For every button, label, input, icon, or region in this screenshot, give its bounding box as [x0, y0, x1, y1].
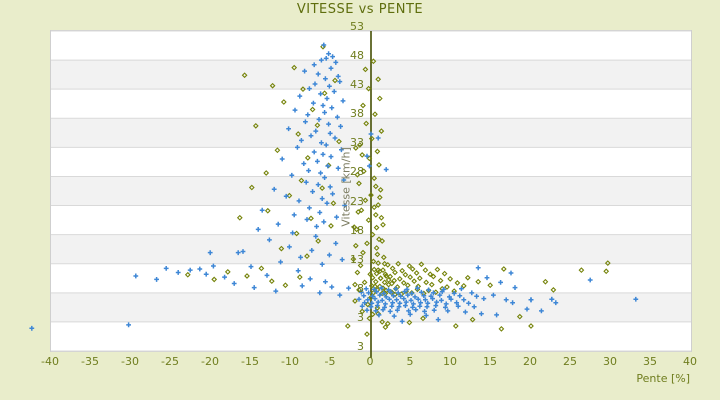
x-axis-title: Pente [%] — [636, 372, 690, 385]
x-tick-label: 20 — [523, 355, 537, 368]
y-tick-label: 53 — [350, 20, 364, 33]
x-tick-label: 30 — [603, 355, 617, 368]
x-tick-label: -20 — [201, 355, 219, 368]
y-tick-label: 38 — [350, 107, 364, 121]
x-tick-label: -5 — [324, 355, 336, 368]
y-tick-label: 43 — [350, 78, 364, 92]
x-tick-label: -40 — [41, 355, 59, 368]
x-tick-label: 15 — [483, 355, 497, 368]
y-tick-label: 8 — [357, 281, 364, 295]
x-tick-label: -25 — [161, 355, 179, 368]
y-tick-label: 3 — [357, 310, 364, 324]
y-tick-label: 28 — [350, 165, 364, 179]
x-tick-label: 5 — [406, 355, 414, 368]
x-tick-label: 35 — [643, 355, 657, 368]
y-tick-label: 13 — [350, 252, 364, 266]
x-tick-label: -35 — [81, 355, 99, 368]
chart-title: VITESSE vs PENTE — [296, 2, 424, 17]
y-tick-label: 3 — [357, 340, 364, 353]
y-tick-label: 23 — [350, 194, 364, 208]
x-tick-label: -15 — [241, 355, 259, 368]
x-tick-label: 25 — [563, 355, 577, 368]
y-tick-label: 18 — [350, 223, 364, 237]
x-tick-label: 10 — [443, 355, 457, 368]
y-tick-label: 33 — [350, 136, 364, 150]
y-tick-label: 48 — [350, 49, 364, 63]
scatter-plot-canvas — [29, 30, 691, 358]
x-tick-label: -30 — [121, 355, 139, 368]
x-tick-label: 0 — [366, 355, 374, 368]
x-tick-label: 40 — [683, 355, 697, 368]
x-tick-label: -10 — [281, 355, 299, 368]
plot-area — [29, 30, 692, 358]
